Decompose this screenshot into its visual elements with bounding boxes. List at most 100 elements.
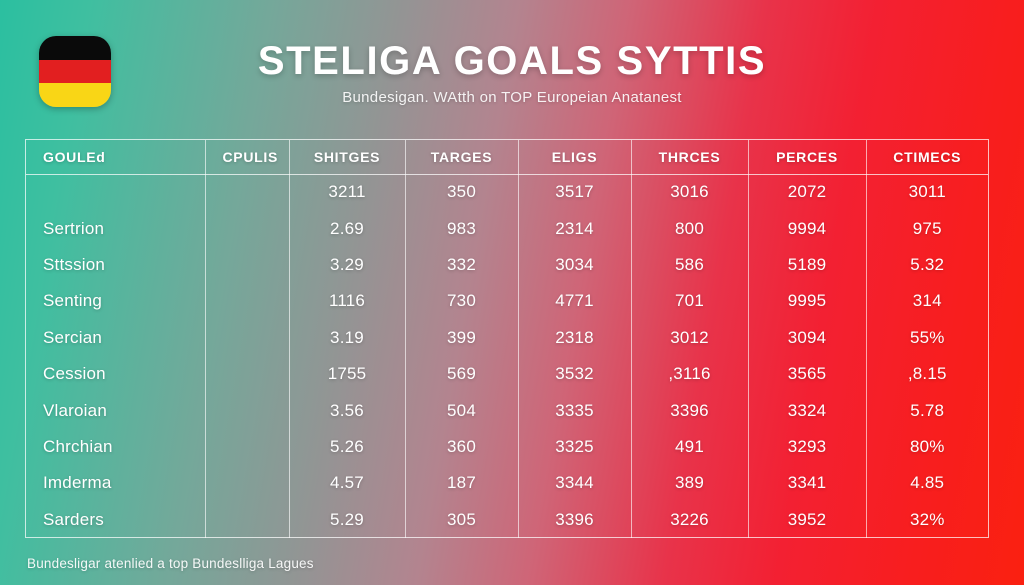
cell-value: 314: [912, 291, 942, 311]
cell-value: 80%: [909, 436, 945, 456]
cell-value: 32%: [909, 509, 945, 529]
cell-team-name: Senting: [26, 283, 206, 320]
cell-value: [205, 428, 290, 466]
cell-value: 332: [405, 246, 519, 284]
cell-value: 350: [405, 174, 519, 211]
cell-value: 4.57: [289, 465, 406, 502]
cell-team-name: Sercian: [26, 319, 206, 356]
cell-value: 9994: [748, 210, 867, 247]
cell-value: [205, 501, 290, 538]
cell-value: 3344: [518, 465, 632, 502]
table-row[interactable]: Imderma 4.57 187 3344 389 3341 4.85: [26, 465, 988, 502]
cell-value: [205, 246, 290, 284]
cell-value: [205, 174, 290, 211]
table-body: 3211 350 3517 3016 2072 3011 Sertrion 2.69 983 23…: [26, 174, 988, 538]
table-row[interactable]: Vlaroian 3.56 504 3335 3396 3324 5.78: [26, 392, 988, 429]
table-row[interactable]: Sttssion 3.29 332 3034 586 5189 5.32: [26, 246, 988, 284]
stats-table-container: GOULEd CPULIS SHITGES TARGES ELIGS THRCES PERC…: [25, 139, 989, 538]
cell-team-name: Sarders: [26, 501, 206, 538]
cell-value: 3396: [518, 501, 632, 538]
cell-value: 3565: [748, 355, 867, 393]
cell-value: 1755: [289, 355, 406, 393]
table-row[interactable]: Cession 1755 569 3532,3116 3565 ,8.15: [26, 355, 988, 393]
cell-value: 701: [631, 283, 749, 320]
cell-value: 491: [631, 428, 749, 466]
cell-value: 5.78: [910, 400, 945, 420]
table-row[interactable]: Sertrion 2.69 983 2314 800 9994 975: [26, 210, 988, 247]
cell-value: 3335: [518, 392, 632, 429]
cell-value: [205, 465, 290, 502]
column-header-cpulis[interactable]: CPULIS: [205, 140, 290, 175]
cell-value: ,3116: [631, 355, 749, 393]
cell-value: 3226: [631, 501, 749, 538]
cell-value: 2072: [748, 174, 867, 211]
cell-value: 3.19: [289, 319, 406, 356]
cell-value: 3293: [748, 428, 867, 466]
cell-value: 2.69: [289, 210, 406, 247]
page-title: STELIGA GOALS SYTTIS: [257, 39, 767, 83]
column-header-shitges[interactable]: SHITGES: [289, 140, 406, 175]
cell-value: 3.29: [289, 246, 406, 284]
germany-flag-icon: [39, 36, 111, 107]
cell-value: [205, 319, 290, 356]
cell-value: [205, 355, 290, 393]
cell-value: 3325: [518, 428, 632, 466]
table-header: GOULEd CPULIS SHITGES TARGES ELIGS THRCES PERC…: [26, 140, 988, 175]
cell-value: 3396: [631, 392, 749, 429]
cell-value: 3034: [518, 246, 632, 284]
cell-value: 3532: [518, 355, 632, 393]
footer-note: Bundesligar atenlied a top Bundeslliga L…: [27, 556, 314, 571]
cell-value: 3952: [748, 501, 867, 538]
table-header-row: GOULEd CPULIS SHITGES TARGES ELIGS THRCES PERC…: [26, 140, 988, 175]
cell-value: 360: [405, 428, 519, 466]
flag-band-black: [39, 36, 111, 60]
cell-value: 975: [912, 218, 942, 238]
table-row[interactable]: Sercian 3.19 399 2318 3012 3094 55%: [26, 319, 988, 356]
cell-value: 389: [631, 465, 749, 502]
cell-value: [205, 210, 290, 247]
table-row[interactable]: Chrchian 5.26 360 3325 491 3293 80%: [26, 428, 988, 466]
cell-value: 55%: [909, 327, 945, 347]
cell-value: 5.29: [289, 501, 406, 538]
cell-value: 4.85: [910, 473, 945, 493]
cell-value: 2318: [518, 319, 632, 356]
title-block: STELIGA GOALS SYTTIS Bundesigan. WAtth o…: [0, 0, 1024, 108]
flag-band-red: [39, 59, 111, 84]
cell-value: 3012: [631, 319, 749, 356]
cell-team-name: Chrchian: [26, 428, 206, 466]
cell-team-name: Cession: [26, 355, 206, 393]
cell-value: 9995: [748, 283, 867, 320]
flag-band-gold: [39, 83, 111, 107]
column-header-ctimecs[interactable]: CTIMECS: [866, 140, 988, 175]
column-header-targes[interactable]: TARGES: [405, 140, 519, 175]
cell-value: ,8.15: [907, 364, 947, 384]
cell-value: 800: [631, 210, 749, 247]
cell-value: 983: [405, 210, 519, 247]
cell-value: 1116: [289, 283, 406, 320]
cell-value: 3211: [289, 174, 406, 211]
column-header-eligs[interactable]: ELIGS: [518, 140, 632, 175]
cell-value: 504: [405, 392, 519, 429]
cell-value: 5.26: [289, 428, 406, 466]
cell-value: 2314: [518, 210, 632, 247]
cell-value: 3.56: [289, 392, 406, 429]
cell-value: [205, 283, 290, 320]
cell-team-name: Sttssion: [26, 246, 206, 284]
column-header-thrces[interactable]: THRCES: [631, 140, 749, 175]
cell-team-name: Imderma: [26, 465, 206, 502]
cell-value: [205, 392, 290, 429]
cell-value: 187: [405, 465, 519, 502]
cell-value: 569: [405, 355, 519, 393]
cell-value: 5189: [748, 246, 867, 284]
table-row[interactable]: 3211 350 3517 3016 2072 3011: [26, 174, 988, 211]
column-header-gouled[interactable]: GOULEd: [26, 140, 206, 175]
cell-value: 3094: [748, 319, 867, 356]
stats-table: GOULEd CPULIS SHITGES TARGES ELIGS THRCES PERC…: [26, 140, 988, 538]
column-header-perces[interactable]: PERCES: [748, 140, 867, 175]
cell-value: 730: [405, 283, 519, 320]
table-row[interactable]: Sarders 5.29 305 3396 3226 3952 32%: [26, 501, 988, 538]
table-row[interactable]: Senting 1116 730 4771 701 9995 314: [26, 283, 988, 320]
cell-value: 3016: [631, 174, 749, 211]
cell-value: 305: [405, 501, 519, 538]
page-subtitle: Bundesigan. WAtth on TOP Europeian Anata…: [342, 89, 682, 106]
